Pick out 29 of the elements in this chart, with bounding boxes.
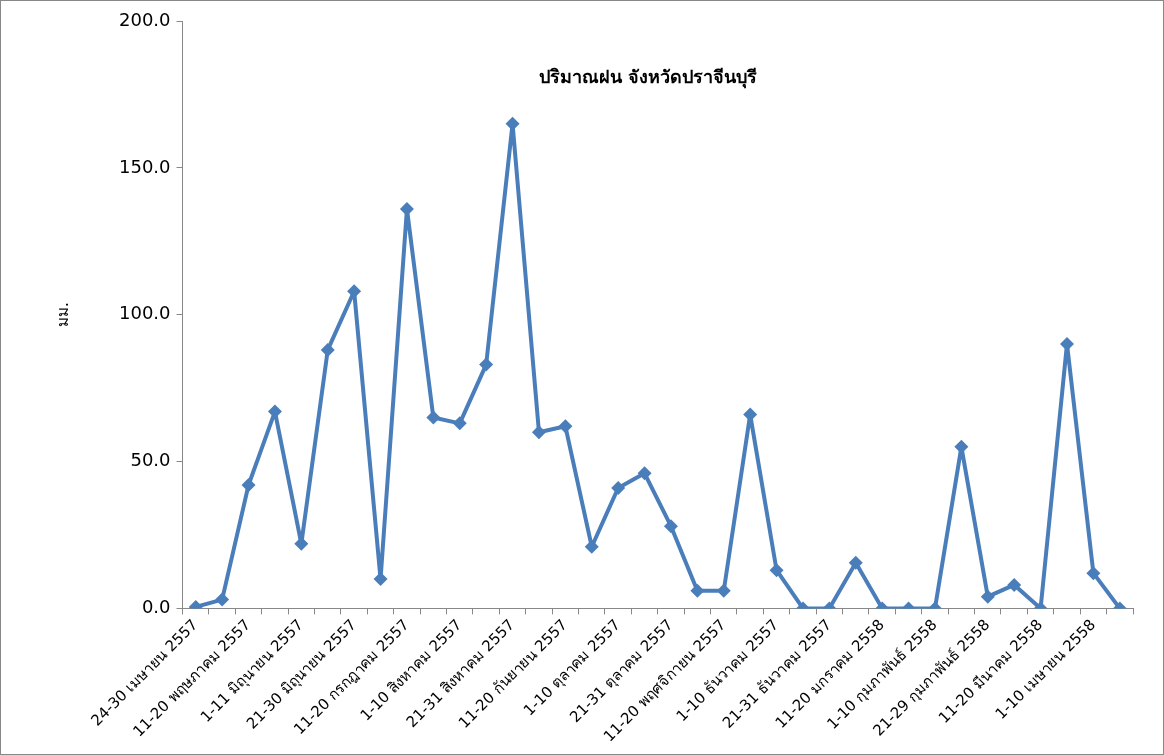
point (848, 555, 863, 570)
point (1007, 577, 1022, 592)
point (558, 419, 573, 434)
point (716, 583, 731, 598)
point (320, 342, 335, 357)
point (690, 583, 705, 598)
point (663, 519, 678, 534)
point (1086, 566, 1101, 581)
y-tick-label: 50.0 (130, 449, 171, 471)
point (241, 478, 256, 493)
point (373, 572, 388, 587)
point (637, 466, 652, 481)
point (505, 116, 520, 131)
y-tick-label: 150.0 (119, 155, 171, 177)
point (399, 201, 414, 216)
point (531, 425, 546, 440)
y-tick-label: 0.0 (141, 596, 171, 618)
point (426, 410, 441, 425)
point (954, 439, 969, 454)
point (452, 416, 467, 431)
point (769, 563, 784, 578)
point (215, 592, 230, 607)
point (980, 589, 995, 604)
text: ปริมาณฝน จังหวัดปราจีนบุรี (538, 65, 757, 89)
y-tick-label: 200.0 (119, 8, 171, 30)
y-axis-title: มม. (53, 302, 72, 328)
y-tick-label: 100.0 (119, 302, 171, 324)
point (611, 480, 626, 495)
point (479, 357, 494, 372)
